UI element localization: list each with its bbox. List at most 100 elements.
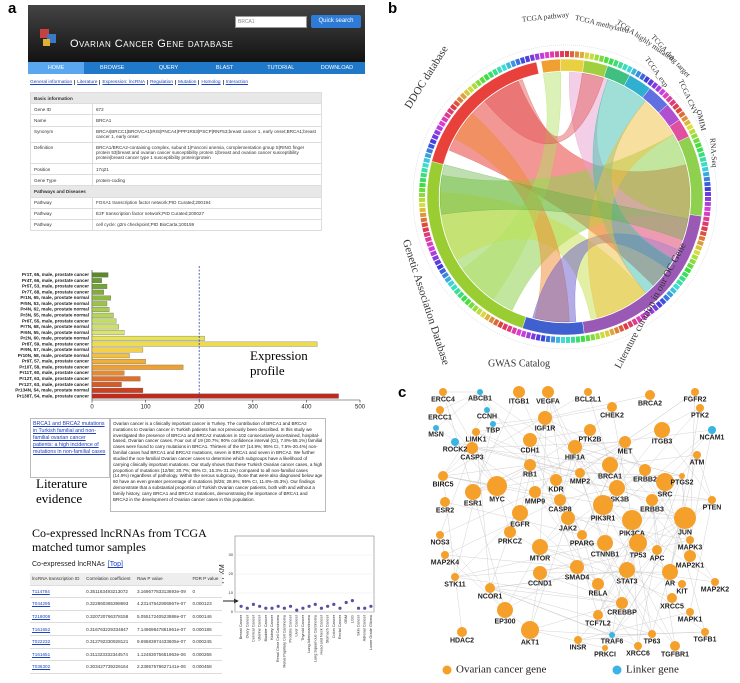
ring-tick <box>560 336 565 343</box>
top-link[interactable]: [Top] <box>107 561 123 568</box>
ring-tick <box>496 66 503 74</box>
category-label: Pr4N, 62, male, prostate normal <box>20 307 89 312</box>
nav-tab[interactable]: DOWNLOAD <box>320 65 354 71</box>
transcript-id[interactable]: T114784 <box>30 585 85 599</box>
gene-node <box>609 632 615 638</box>
transcript-id[interactable]: T022232 <box>30 635 85 649</box>
chord-segment <box>540 58 561 74</box>
median-point <box>239 604 243 608</box>
gene-node <box>465 484 481 500</box>
network-edge <box>529 629 613 636</box>
section-link[interactable]: Regulation <box>147 80 175 85</box>
gene-label: MAP2K4 <box>431 559 460 566</box>
section-link[interactable]: Literature <box>74 80 99 85</box>
transcript-id[interactable]: T218008 <box>30 610 85 624</box>
network-edge <box>454 542 606 578</box>
transcript-id[interactable]: T044295 <box>30 597 85 611</box>
ring-tick <box>450 283 458 291</box>
category-label: Colon Cancer <box>332 614 336 638</box>
network-edge <box>479 391 618 489</box>
network-edge <box>504 546 541 611</box>
category-label: Lower Grade Glioma <box>369 614 373 650</box>
nav-tab[interactable]: BLAST <box>215 65 234 71</box>
section-link[interactable]: Expression: lncRNA <box>99 80 147 85</box>
gene-node <box>550 474 562 486</box>
table-cell: 0.000458 <box>190 660 222 674</box>
transcript-id[interactable]: T161651 <box>30 648 85 662</box>
search-input[interactable]: BRCA1 <box>235 16 307 28</box>
y-tick-label: 10 <box>229 590 234 595</box>
gene-label: EP300 <box>494 618 515 625</box>
table-cell: 3.16967783313693e-09 <box>134 585 191 599</box>
gene-node <box>440 497 450 507</box>
gene-label: CASP8 <box>548 506 571 513</box>
gene-node <box>686 536 694 544</box>
ring-tick <box>525 331 532 339</box>
network-edge <box>576 539 691 568</box>
ring-tick <box>446 107 455 115</box>
section-link[interactable]: General information <box>30 80 73 85</box>
gene-label: ESR1 <box>464 500 482 507</box>
gene-label: ERBB2 <box>633 476 657 483</box>
literature-link[interactable]: BRCA1 and BRCA2 mutations in Turkish fam… <box>30 418 110 478</box>
ring-tick <box>575 336 581 343</box>
ring-tick <box>621 63 629 71</box>
gene-node <box>670 641 680 651</box>
transcript-id[interactable]: T036302 <box>30 660 85 674</box>
ring-tick <box>703 216 710 222</box>
category-label: Renal Papillary Cell Carcinoma <box>282 614 286 667</box>
gene-label: MAPK1 <box>678 616 703 623</box>
column-header: Correlation coefficient <box>84 573 135 586</box>
gene-label: PRKCZ <box>498 538 523 545</box>
category-label: Pr10T, 58, male, prostate cancer <box>19 364 89 369</box>
transcript-id[interactable]: T161652 <box>30 622 85 636</box>
ring-tick <box>702 171 710 177</box>
table-row: T114784 0.351163493213072 3.16967783313693… <box>30 585 222 599</box>
nav-tab[interactable]: HOME <box>28 62 85 74</box>
ring-tick <box>618 324 625 332</box>
ring-tick <box>675 107 683 114</box>
field-value: BRCA1/BRCA2-containing complex, subunit … <box>92 141 322 164</box>
search-button[interactable]: Quick search <box>311 15 361 28</box>
section-link[interactable]: Homolog <box>198 80 222 85</box>
network-edge <box>442 409 488 477</box>
gene-label: INSR <box>570 644 587 651</box>
nav-tab[interactable]: BROWSE <box>100 65 125 71</box>
gene-node <box>686 608 694 616</box>
chord-label: DDOC database <box>403 44 451 111</box>
gene-label: STK11 <box>444 581 466 588</box>
ring-tick <box>530 333 536 340</box>
category-label: Thyroid Cancer <box>301 614 305 641</box>
gene-node <box>593 610 603 620</box>
gene-label: MET <box>618 448 634 455</box>
network-edge <box>577 549 658 641</box>
ring-tick <box>651 81 659 90</box>
section-link[interactable]: Interaction <box>222 80 250 85</box>
median-point <box>350 599 354 603</box>
median-point <box>276 604 280 608</box>
network-edge <box>661 429 713 501</box>
gene-node <box>538 411 552 425</box>
ring-tick <box>427 143 435 150</box>
category-label: Pr10N, 58, male, prostate normal <box>18 353 89 358</box>
ring-tick <box>603 56 610 64</box>
table-cell: 5.05517240523988e-07 <box>134 610 191 624</box>
network-edge <box>529 629 606 649</box>
gene-node <box>554 494 566 506</box>
category-label: Pr138T, 54, male, prostate cancer <box>17 393 89 398</box>
ring-tick <box>421 222 429 228</box>
section-link[interactable]: Mutation <box>175 80 198 85</box>
ring-tick <box>622 322 630 330</box>
nav-tab[interactable]: QUERY <box>158 65 179 71</box>
network-edge <box>529 572 541 631</box>
gene-label: EGFR <box>510 521 529 528</box>
table-cell: 0.322860365398693 <box>84 597 135 611</box>
ring-tick <box>456 96 464 104</box>
nav-tab[interactable]: TUTORIAL <box>267 65 295 71</box>
ring-tick <box>585 334 591 342</box>
ring-tick <box>422 227 430 233</box>
network-edge <box>439 534 506 611</box>
ring-tick <box>529 54 535 62</box>
median-point <box>251 602 256 607</box>
category-label: Lung Adenocarcinoma <box>307 614 311 653</box>
